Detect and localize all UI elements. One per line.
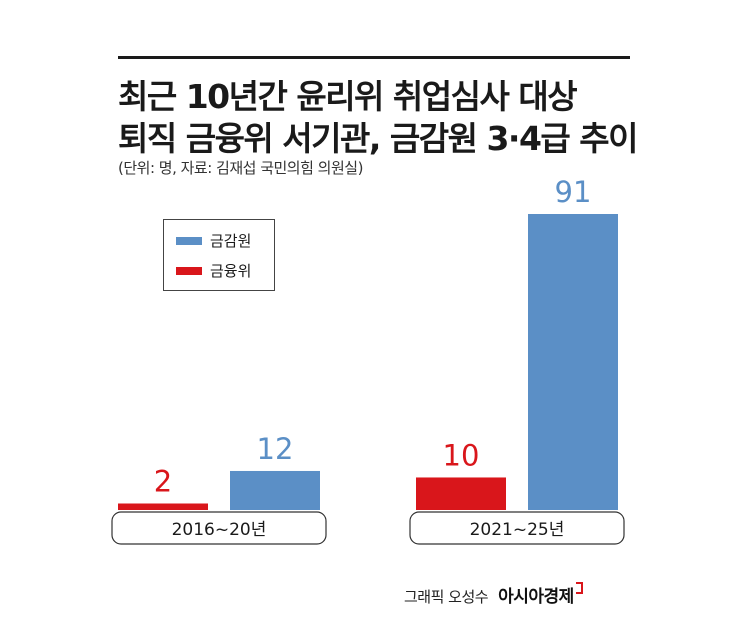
legend-item-fsc: 금융위 [176,260,251,281]
credit-byline: 그래픽 오성수 [404,588,489,606]
legend-label-fss: 금감원 [210,232,252,250]
data-label-fss-1: 12 [257,432,294,466]
legend-swatch-fss [176,236,202,245]
top-rule [118,56,630,59]
chart-title-line2: 퇴직 금융위 서기관, 금감원 3·4급 추이 [118,119,638,158]
brand-logo: 아시아경제 [498,582,583,607]
chart-title-line1: 최근 10년간 윤리위 취업심사 대상 [118,77,578,116]
category-pill-2 [409,511,625,545]
bar-fss-2 [528,214,618,510]
data-label-fsc-2: 10 [443,438,480,472]
credit: 그래픽 오성수 아시아경제 [404,582,583,607]
category-pill-1 [111,511,327,545]
brand-name: 아시아경제 [498,587,574,607]
bar-fsc-2 [416,477,506,510]
bar-fsc-1 [118,503,208,510]
data-label-fss-2: 91 [555,175,592,209]
legend-swatch-fsc [176,266,202,275]
data-label-fsc-1: 2 [154,464,172,498]
category-label-2: 2021~25년 [470,520,565,540]
legend-item-fss: 금감원 [176,230,251,251]
legend: 금감원 금융위 [163,219,275,291]
legend-label-fsc: 금융위 [210,262,252,280]
chart-subtitle: (단위: 명, 자료: 김재섭 국민의힘 의원실) [118,159,363,177]
brand-mark-icon [575,582,583,594]
category-label-1: 2016~20년 [172,520,267,540]
bar-fss-1 [230,470,320,510]
